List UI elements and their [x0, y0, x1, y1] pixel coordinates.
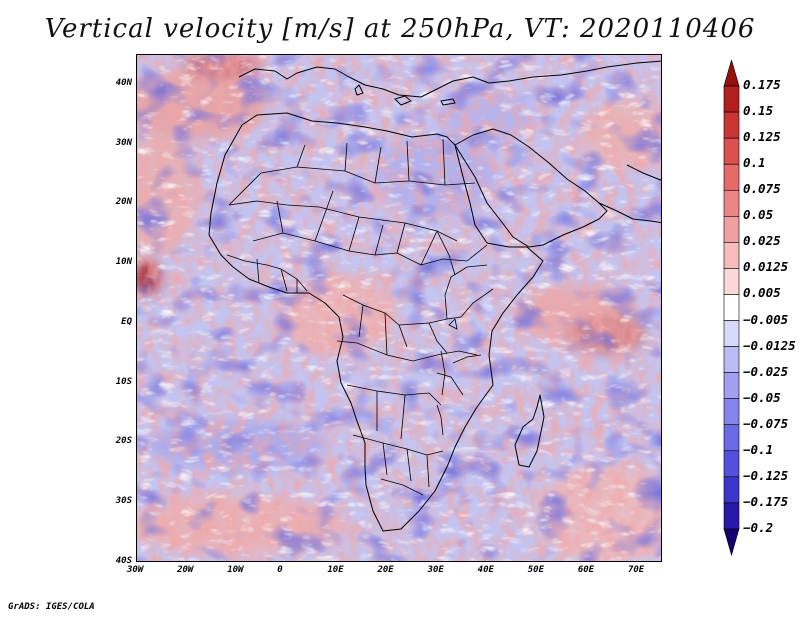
border-lines-central: [336, 294, 478, 362]
border-lines-east: [436, 230, 494, 396]
colorbar-label: 0.005: [743, 285, 781, 301]
colorbar-swatch: [723, 320, 740, 347]
colorbar-label: 0.075: [743, 181, 781, 197]
arabia-coastline: [454, 128, 608, 248]
colorbar-label: 0.1: [743, 155, 766, 171]
colorbar-swatch: [723, 163, 740, 191]
field-streaks: [137, 55, 661, 561]
colorbar-swatch: [723, 216, 740, 243]
colorbar-swatch: [723, 372, 740, 399]
country-borders: [226, 138, 494, 496]
colorbar-swatch: [723, 294, 740, 321]
lat-tick-label: 30N: [115, 137, 132, 148]
europe-coastline: [238, 60, 661, 98]
colorbar-label: −0.05: [743, 389, 781, 405]
colorbar-swatch: [723, 268, 740, 295]
africa-coastline: [208, 112, 544, 532]
colorbar-swatch: [723, 60, 740, 87]
lat-tick-label: EQ: [121, 316, 132, 327]
colorbar-swatch: [723, 189, 740, 217]
lat-tick-label: 30S: [115, 496, 132, 507]
colorbar-label: −0.0125: [743, 337, 796, 353]
lon-tick-label: 20W: [177, 565, 194, 575]
colorbar-label: −0.075: [743, 415, 789, 431]
colorbar-label: 0.05: [743, 207, 774, 223]
colorbar-swatch: [723, 476, 740, 504]
colorbar-swatch: [723, 398, 740, 426]
colorbar-label: −0.025: [743, 363, 789, 379]
mediterranean-islands: [354, 84, 456, 106]
colorbar-label: 0.15: [743, 103, 774, 119]
colorbar-swatch: [723, 424, 740, 452]
velocity-map: [137, 55, 661, 561]
lon-tick-label: 30E: [427, 565, 444, 575]
colorbar-label: −0.175: [743, 493, 789, 509]
colorbar-swatch: [723, 346, 740, 373]
coastlines: [208, 60, 661, 532]
colorbar-label: −0.005: [743, 311, 789, 327]
lon-tick-label: 10W: [227, 565, 244, 575]
colorbar-swatch: [723, 137, 740, 165]
lat-tick-label: 20S: [115, 436, 132, 447]
lat-tick-label: 10S: [115, 376, 132, 387]
map-panel: [136, 54, 662, 562]
lat-tick-label: 20N: [115, 197, 132, 208]
colorbar-label: 0.175: [743, 77, 781, 93]
colorbar-label: −0.2: [743, 519, 774, 535]
lon-tick-label: 30W: [127, 565, 144, 575]
chart-title: Vertical velocity [m/s] at 250hPa, VT: 2…: [44, 14, 756, 44]
lon-tick-label: 60E: [577, 565, 595, 575]
asia-coastline: [598, 164, 661, 224]
colorbar-swatch: [723, 111, 740, 139]
lon-tick-label: 0: [277, 565, 283, 575]
border-lines-west: [226, 254, 308, 293]
lon-tick-label: 70E: [627, 565, 645, 575]
colorbar-swatch: [723, 242, 740, 269]
colorbar-label: −0.125: [743, 467, 789, 483]
colorbar-swatch: [723, 528, 740, 557]
colorbar-swatch: [723, 502, 740, 530]
colorbar-label: 0.025: [743, 233, 781, 249]
colorbar-label: 0.125: [743, 129, 781, 145]
lon-tick-label: 50E: [527, 565, 545, 575]
lon-tick-label: 10E: [327, 565, 344, 575]
lat-tick-label: 40S: [115, 556, 132, 566]
madagascar-coastline: [514, 394, 545, 468]
border-lines-sahel: [252, 190, 488, 266]
lat-tick-label: 10N: [115, 257, 132, 268]
colorbar-label: −0.1: [743, 441, 774, 457]
colorbar-label: 0.0125: [743, 259, 789, 275]
lon-tick-label: 40E: [477, 565, 494, 575]
colorbar: [723, 60, 740, 557]
border-lines-south: [346, 384, 444, 496]
credit-text: GrADS: IGES/COLA: [8, 602, 95, 612]
lakes: [436, 318, 458, 436]
colorbar-swatch: [723, 450, 740, 478]
colorbar-swatch: [723, 85, 740, 113]
lon-tick-label: 20E: [377, 565, 394, 575]
border-lines-north: [228, 138, 476, 242]
lat-tick-label: 40N: [115, 77, 132, 88]
